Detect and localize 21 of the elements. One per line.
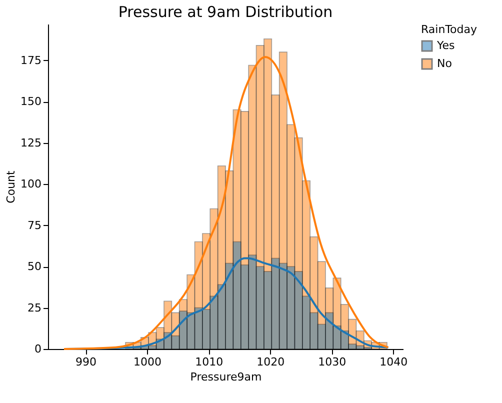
x-tick-label: 1000 [134,356,162,368]
legend-label: Yes [436,39,456,52]
chart-title: Pressure at 9am Distribution [118,3,333,21]
x-tick-label: 1030 [318,356,346,368]
x-axis-title: Pressure9am [190,370,262,384]
y-tick-label: 75 [28,218,42,232]
y-tick-label: 25 [28,301,42,314]
legend-title: RainToday [421,23,478,36]
y-tick-label: 125 [20,136,42,150]
y-tick-label: 150 [20,95,42,108]
x-tick-label: 1040 [380,356,408,368]
y-tick-label: 0 [34,342,42,356]
line-series [62,56,390,350]
y-axis-title: Count [4,170,18,204]
y-tick-label: 50 [28,260,42,274]
legend-label: No [437,57,452,70]
x-tick-label: 1020 [256,356,285,368]
x-tick-label: 1010 [195,356,224,368]
x-tick-label: 990 [76,356,97,368]
y-tick-label: 100 [20,178,42,191]
y-tick-label: 175 [20,54,42,67]
